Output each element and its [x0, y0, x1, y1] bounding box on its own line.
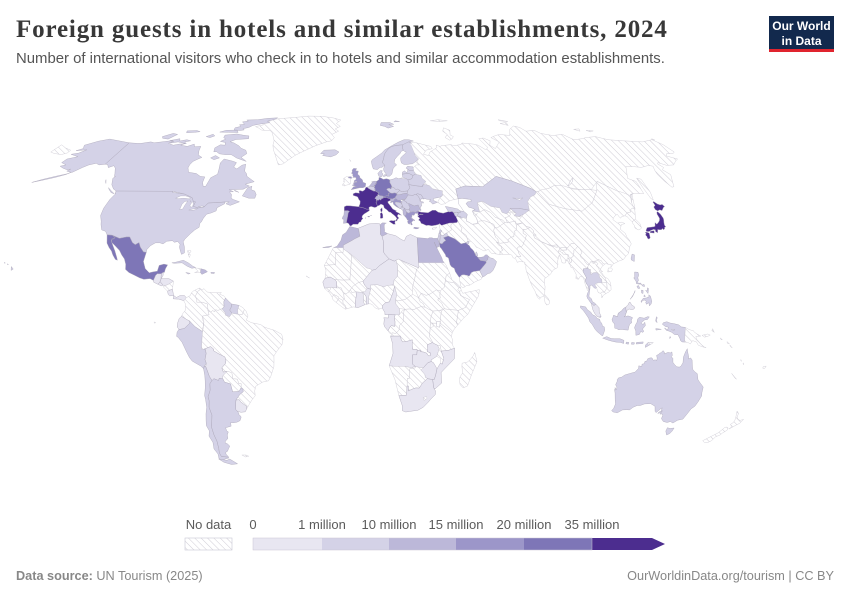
svg-text:10 million: 10 million [362, 517, 417, 532]
svg-text:20 million: 20 million [497, 517, 552, 532]
svg-text:1 million: 1 million [298, 517, 346, 532]
svg-text:15 million: 15 million [429, 517, 484, 532]
svg-text:0: 0 [249, 517, 256, 532]
svg-text:35 million: 35 million [565, 517, 620, 532]
